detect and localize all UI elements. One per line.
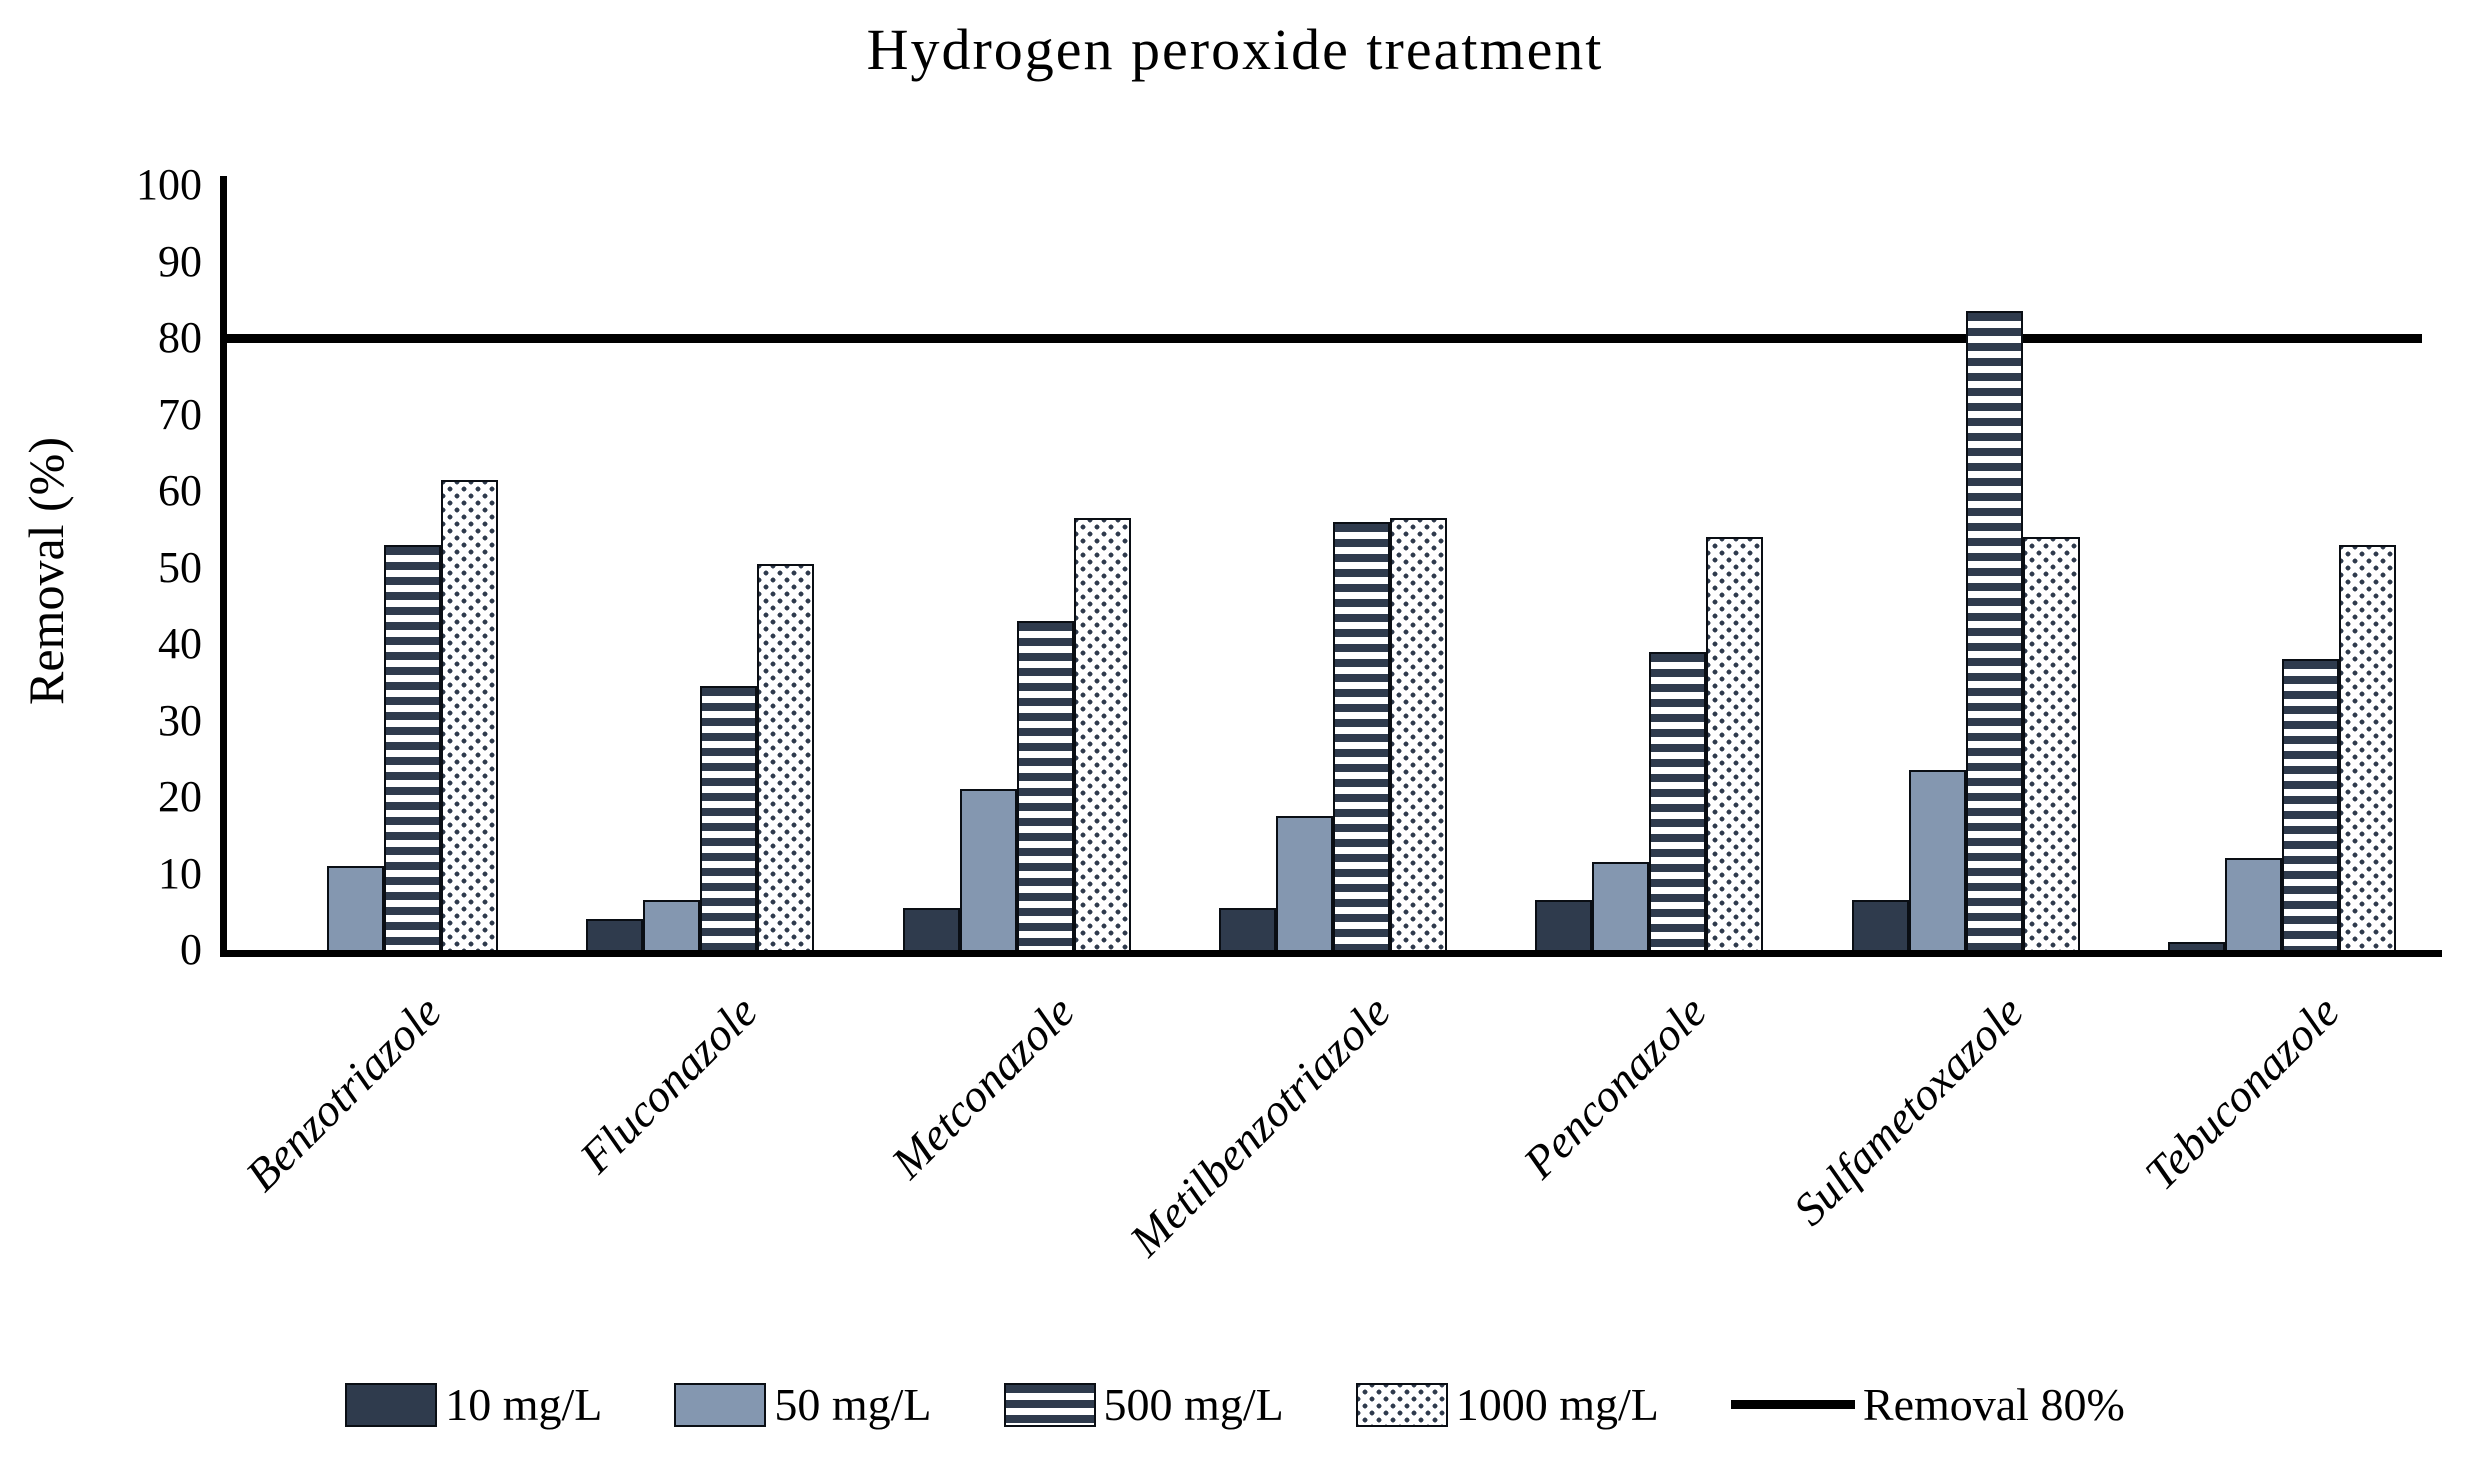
y-tick-label-100: 100 — [136, 160, 202, 209]
plot-area — [226, 185, 2440, 950]
y-tick-label-40: 40 — [158, 619, 202, 668]
bar-group-benzotriazole — [226, 185, 542, 950]
y-tick-label-60: 60 — [158, 466, 202, 515]
bar-metilbenzotriazole-10-mg-l — [1218, 907, 1276, 950]
bar-group-penconazole — [1491, 185, 1807, 950]
bar-group-sulfametoxazole — [1807, 185, 2123, 950]
bar-sulfametoxazole-10-mg-l — [1851, 900, 1909, 950]
bar-fluconazole-50-mg-l — [643, 900, 701, 950]
bar-fluconazole-1000-mg-l — [757, 563, 815, 950]
legend-label-removal-80: Removal 80% — [1862, 1379, 2125, 1430]
bar-sulfametoxazole-1000-mg-l — [2022, 536, 2080, 950]
bar-penconazole-10-mg-l — [1535, 900, 1593, 950]
bar-benzotriazole-1000-mg-l — [441, 479, 499, 950]
bar-metilbenzotriazole-50-mg-l — [1275, 816, 1333, 950]
bar-fluconazole-500-mg-l — [700, 686, 758, 950]
bar-sulfametoxazole-500-mg-l — [1965, 311, 2023, 950]
bar-group-metilbenzotriazole — [1175, 185, 1491, 950]
bar-fluconazole-10-mg-l — [586, 919, 644, 950]
removal-80-reference-line — [224, 334, 2422, 343]
bar-metilbenzotriazole-500-mg-l — [1332, 521, 1390, 950]
chart-title: Hydrogen peroxide treatment — [866, 17, 1604, 82]
legend-item-removal-80: Removal 80% — [1730, 1378, 2125, 1431]
y-tick-label-10: 10 — [158, 848, 202, 898]
legend-swatch-500-mg-l — [1003, 1382, 1096, 1427]
bar-metconazole-1000-mg-l — [1073, 517, 1131, 950]
legend-label-1000-mg-l: 1000 mg/L — [1455, 1379, 1659, 1430]
legend-label-500-mg-l: 500 mg/L — [1103, 1379, 1284, 1430]
legend-label-50-mg-l: 50 mg/L — [774, 1379, 932, 1430]
x-axis-line — [220, 950, 2442, 957]
bar-group-tebuconazole — [2124, 185, 2440, 950]
bar-metconazole-500-mg-l — [1016, 621, 1074, 950]
y-tick-label-80: 80 — [158, 313, 202, 362]
bar-group-metconazole — [859, 185, 1175, 950]
bar-metconazole-10-mg-l — [902, 907, 960, 950]
bar-benzotriazole-500-mg-l — [384, 544, 442, 950]
legend-item-1000-mg-l: 1000 mg/L — [1355, 1378, 1659, 1431]
bar-metilbenzotriazole-1000-mg-l — [1389, 517, 1447, 950]
legend-item-500-mg-l: 500 mg/L — [1003, 1378, 1284, 1431]
legend-swatch-50-mg-l — [674, 1382, 767, 1427]
legend-swatch-10-mg-l — [345, 1382, 438, 1427]
bar-benzotriazole-50-mg-l — [327, 865, 385, 950]
bar-penconazole-1000-mg-l — [1706, 536, 1764, 950]
y-axis-line — [220, 176, 227, 957]
bar-tebuconazole-1000-mg-l — [2338, 544, 2396, 950]
y-tick-label-50: 50 — [158, 542, 202, 592]
y-tick-label-20: 20 — [158, 772, 202, 821]
legend-item-50-mg-l: 50 mg/L — [674, 1378, 932, 1431]
legend-swatch-1000-mg-l — [1355, 1382, 1448, 1427]
bar-sulfametoxazole-50-mg-l — [1908, 770, 1966, 950]
y-tick-label-70: 70 — [158, 389, 202, 439]
bar-tebuconazole-500-mg-l — [2281, 659, 2339, 950]
y-tick-label-90: 90 — [158, 236, 202, 286]
bar-tebuconazole-10-mg-l — [2167, 942, 2225, 950]
y-tick-label-0: 0 — [180, 925, 202, 974]
legend-item-10-mg-l: 10 mg/L — [345, 1378, 602, 1431]
y-tick-label-30: 30 — [158, 695, 202, 745]
bar-group-fluconazole — [542, 185, 858, 950]
legend: 10 mg/L 50 mg/L 500 mg/L 1000 mg/L Removal 8… — [0, 1378, 2470, 1431]
legend-label-10-mg-l: 10 mg/L — [445, 1379, 603, 1430]
legend-reference-line-swatch — [1730, 1400, 1855, 1409]
bar-metconazole-50-mg-l — [959, 789, 1017, 950]
bar-penconazole-500-mg-l — [1649, 651, 1707, 950]
bar-tebuconazole-50-mg-l — [2224, 858, 2282, 950]
bar-penconazole-50-mg-l — [1592, 862, 1650, 950]
